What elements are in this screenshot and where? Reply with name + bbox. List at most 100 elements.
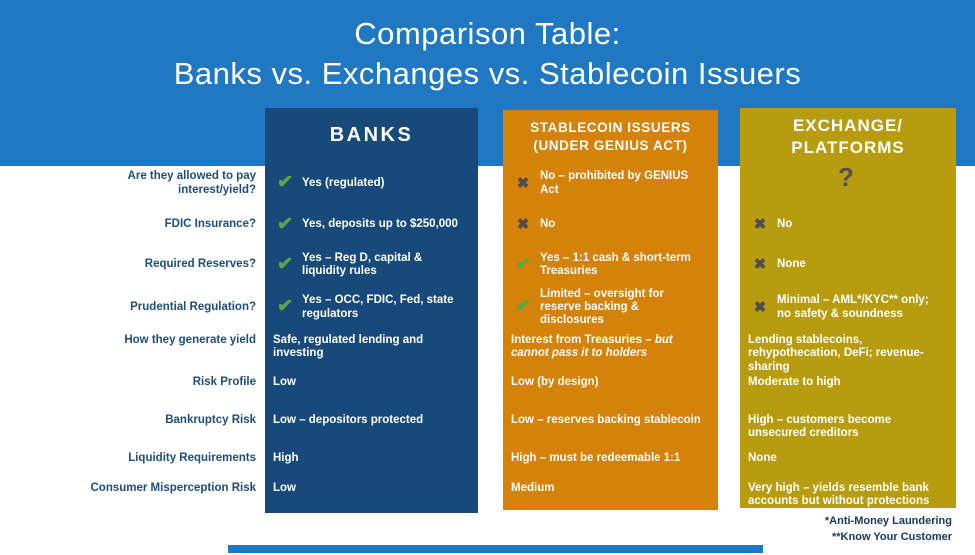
stablecoin-cell-risk-profile: Low (by design): [503, 372, 718, 410]
stablecoin-column-panel: STABLECOIN ISSUERS (UNDER GENIUS ACT): [503, 110, 718, 510]
cell-text: Yes – OCC, FDIC, Fed, state regulators: [302, 294, 454, 320]
cell-text: Low: [273, 376, 296, 388]
check-icon: ✔: [514, 295, 532, 319]
exchange-cell-prudential: ✖ Minimal – AML*/KYC** only; no safety &…: [740, 285, 956, 330]
cell-text: Low – reserves backing stablecoin: [511, 414, 701, 426]
table-row: Bankruptcy Risk Low – depositors protect…: [0, 410, 975, 448]
stablecoin-header-line-1: STABLECOIN ISSUERS: [530, 120, 691, 135]
exchange-cell-interest: ?: [740, 162, 956, 205]
banks-cell-liquidity: High: [265, 448, 478, 478]
bottom-accent-bar: [228, 545, 763, 553]
check-icon: ✔: [276, 213, 294, 236]
row-label-misperception: Consumer Misperception Risk: [90, 482, 256, 494]
banks-cell-yield: Safe, regulated lending and investing: [265, 330, 478, 374]
row-label-reserves: Required Reserves?: [144, 258, 256, 271]
check-icon: ✔: [276, 171, 294, 195]
cell-text: None: [748, 452, 777, 464]
cell-text: Yes, deposits up to $250,000: [302, 218, 458, 231]
table-row: Prudential Regulation? ✔ Yes – OCC, FDIC…: [0, 285, 975, 330]
row-label-interest: Are they allowed to pay interest/yield?: [127, 170, 256, 196]
banks-cell-bankruptcy: Low – depositors protected: [265, 410, 478, 448]
cell-text: Yes (regulated): [302, 176, 385, 189]
row-label-prudential: Prudential Regulation?: [130, 300, 256, 313]
check-icon: ✔: [276, 253, 294, 276]
table-row: Consumer Misperception Risk Low Medium V…: [0, 478, 975, 513]
cell-text: Low (by design): [511, 376, 599, 388]
table-row: Risk Profile Low Low (by design) Moderat…: [0, 372, 975, 410]
stablecoin-cell-interest: ✖ No – prohibited by GENIUS Act: [503, 162, 718, 205]
stablecoin-cell-prudential: ✔ Limited – oversight for reserve backin…: [503, 285, 718, 330]
table-row: How they generate yield Safe, regulated …: [0, 330, 975, 374]
cell-text: Safe, regulated lending and investing: [273, 334, 424, 360]
cross-icon: ✖: [516, 216, 530, 234]
table-row: FDIC Insurance? ✔ Yes, deposits up to $2…: [0, 205, 975, 245]
banks-cell-risk-profile: Low: [265, 372, 478, 410]
cell-text: Moderate to high: [748, 376, 841, 388]
table-row: Are they allowed to pay interest/yield? …: [0, 162, 975, 205]
cell-text: Yes – Reg D, capital & liquidity rules: [302, 251, 423, 277]
banks-cell-reserves: ✔ Yes – Reg D, capital & liquidity rules: [265, 245, 478, 285]
exchange-cell-risk-profile: Moderate to high: [740, 372, 956, 410]
page-title: Comparison Table: Banks vs. Exchanges vs…: [0, 14, 975, 93]
stablecoin-column-header: STABLECOIN ISSUERS (UNDER GENIUS ACT): [503, 110, 718, 154]
cell-text: High – customers become unsecured credit…: [748, 414, 892, 440]
stablecoin-cell-misperception: Medium: [503, 478, 718, 513]
cell-text-italic: but cannot pass it to holders: [511, 334, 673, 360]
row-label-bankruptcy: Bankruptcy Risk: [165, 414, 256, 426]
cell-text: Very high – yields resemble bank account…: [748, 482, 930, 508]
question-mark-icon: ?: [838, 162, 854, 192]
exchange-column-panel: EXCHANGE/ PLATFORMS: [740, 108, 956, 508]
row-label-fdic: FDIC Insurance?: [164, 218, 256, 231]
cell-text: Lending stablecoins, rehypothecation, De…: [748, 334, 924, 373]
cell-text: Minimal – AML*/KYC** only; no safety & s…: [777, 294, 929, 320]
row-label-liquidity: Liquidity Requirements: [128, 452, 256, 464]
exchange-column-header: EXCHANGE/ PLATFORMS: [740, 108, 956, 159]
exchange-cell-liquidity: None: [740, 448, 956, 478]
exchange-cell-bankruptcy: High – customers become unsecured credit…: [740, 410, 956, 448]
stablecoin-cell-bankruptcy: Low – reserves backing stablecoin: [503, 410, 718, 448]
table-row: Liquidity Requirements High High – must …: [0, 448, 975, 478]
row-label-risk-profile: Risk Profile: [192, 376, 256, 388]
cell-text: No: [540, 218, 556, 231]
cross-icon: ✖: [753, 256, 767, 274]
banks-column-header: BANKS: [329, 124, 414, 146]
cell-text: Interest from Treasuries – but cannot pa…: [511, 334, 673, 360]
cell-text: High: [273, 452, 299, 464]
exchange-cell-fdic: ✖ No: [740, 205, 956, 245]
cell-text: No – prohibited by GENIUS Act: [540, 170, 689, 196]
row-label-yield: How they generate yield: [124, 334, 256, 346]
cell-text: Medium: [511, 482, 555, 494]
banks-cell-prudential: ✔ Yes – OCC, FDIC, Fed, state regulators: [265, 285, 478, 330]
stablecoin-cell-reserves: ✔ Yes – 1:1 cash & short-term Treasuries: [503, 245, 718, 285]
cross-icon: ✖: [516, 174, 530, 192]
cell-text: Limited – oversight for reserve backing …: [540, 287, 664, 327]
exchange-cell-reserves: ✖ None: [740, 245, 956, 285]
check-icon: ✔: [514, 253, 532, 276]
cell-text: Low – depositors protected: [273, 414, 424, 426]
exchange-cell-yield: Lending stablecoins, rehypothecation, De…: [740, 330, 956, 374]
check-icon: ✔: [276, 295, 294, 319]
stablecoin-header-line-2: (UNDER GENIUS ACT): [533, 137, 688, 153]
exchange-cell-misperception: Very high – yields resemble bank account…: [740, 478, 956, 513]
exchange-header-line-2: PLATFORMS: [791, 138, 905, 158]
exchange-header-line-1: EXCHANGE/: [792, 116, 904, 135]
footnote-kyc: **Know Your Customer: [832, 530, 952, 543]
footnote-aml: *Anti-Money Laundering: [824, 515, 952, 527]
cell-text: None: [777, 258, 806, 271]
footnotes: *Anti-Money Laundering **Know Your Custo…: [825, 514, 952, 546]
banks-column-panel: BANKS: [265, 108, 478, 513]
cell-text: Yes – 1:1 cash & short-term Treasuries: [540, 251, 691, 277]
banks-cell-fdic: ✔ Yes, deposits up to $250,000: [265, 205, 478, 245]
stablecoin-cell-fdic: ✖ No: [503, 205, 718, 245]
cell-text: High – must be redeemable 1:1: [511, 452, 681, 464]
cell-text: No: [777, 218, 793, 231]
cross-icon: ✖: [753, 216, 767, 234]
cross-icon: ✖: [753, 298, 767, 316]
banks-cell-misperception: Low: [265, 478, 478, 513]
banks-cell-interest: ✔ Yes (regulated): [265, 162, 478, 205]
cell-text: Low: [273, 482, 296, 494]
title-line-2: Banks vs. Exchanges vs. Stablecoin Issue…: [173, 55, 802, 91]
stablecoin-cell-yield: Interest from Treasuries – but cannot pa…: [503, 330, 718, 374]
table-row: Required Reserves? ✔ Yes – Reg D, capita…: [0, 245, 975, 285]
